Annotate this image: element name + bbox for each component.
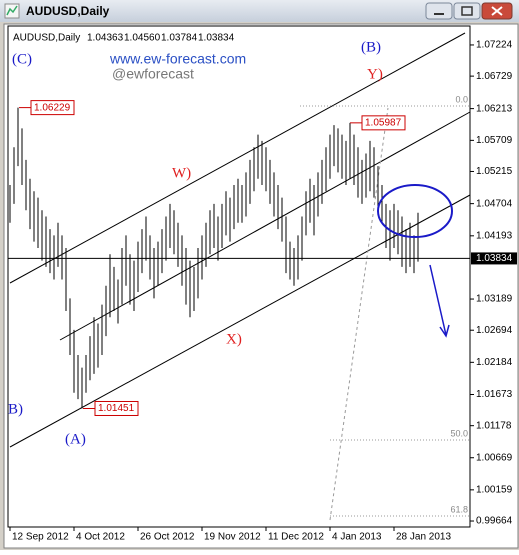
x-tick-label: 26 Oct 2012 [140, 532, 195, 543]
watermark-url: www.ew-forecast.com [109, 51, 246, 67]
y-tick-label: 1.06729 [476, 71, 513, 82]
y-tick-label: 1.05709 [476, 135, 513, 146]
y-tick-label: 1.01673 [476, 389, 513, 400]
fib-level-label: 50.0 [450, 428, 468, 438]
price-callout-label: 1.05987 [365, 117, 402, 128]
price-callout-box [30, 100, 75, 116]
close-glyph [491, 6, 503, 16]
y-tick-label: 1.05215 [476, 166, 513, 177]
highlight-ellipse [377, 184, 453, 238]
direction-arrow [429, 264, 450, 338]
y-tick-label: 1.06213 [476, 103, 513, 114]
plot: 1.07224 1.06729 1.06213 1.05709 1.05215 1.047… [8, 40, 517, 543]
channel-line [9, 194, 471, 448]
y-tick-label: 1.02694 [476, 325, 513, 336]
last-price-box [471, 252, 517, 265]
maximize-glyph [461, 6, 473, 16]
x-tick-label: 28 Jan 2013 [396, 532, 451, 543]
y-tick-label: 1.04193 [476, 230, 513, 241]
y-tick-label: 1.03189 [476, 294, 513, 305]
wave-label: W) [172, 165, 191, 181]
price-callout-label: 1.01451 [98, 403, 135, 414]
y-tick-label: 1.04704 [476, 198, 513, 209]
wave-label: Y) [367, 66, 383, 82]
wave-label: X) [226, 331, 242, 347]
quote-low: 1.03784 [161, 33, 198, 44]
wave-label: (C) [12, 51, 32, 67]
wave-label: (B) [361, 39, 381, 55]
last-price-label: 1.03834 [476, 253, 513, 264]
y-tick-label: 1.01178 [476, 420, 512, 431]
x-tick-label: 11 Dec 2012 [268, 532, 324, 543]
y-tick-label: 1.02184 [476, 357, 513, 368]
window-buttons[interactable] [425, 2, 513, 20]
x-tick-label: 4 Oct 2012 [76, 532, 125, 543]
wave-label: (A) [65, 431, 86, 447]
y-tick-label: 1.00159 [476, 484, 513, 495]
watermark-handle: @ewforecast [112, 66, 194, 82]
y-tick-label: 1.00669 [476, 452, 513, 463]
quote-high: 1.04560 [124, 33, 161, 44]
fib-level-label: 61.8 [450, 504, 468, 514]
channel-line [9, 32, 466, 284]
minimize-button[interactable] [425, 2, 453, 20]
quote-header: AUDUSD,Daily 1.04363 1.04560 1.03784 1.0… [13, 33, 235, 44]
price-callout-label: 1.06229 [34, 102, 71, 113]
x-tick-label: 12 Sep 2012 [12, 532, 69, 543]
price-callout-box [361, 115, 406, 131]
window-title: AUDUSD,Daily [26, 4, 110, 18]
quote-close: 1.03834 [198, 33, 235, 44]
channel-lines [9, 32, 471, 448]
symbol-label: AUDUSD,Daily [13, 33, 80, 44]
y-tick-label: 1.07224 [476, 40, 513, 51]
y-tick-label: 0.99664 [476, 516, 513, 527]
maximize-button[interactable] [453, 2, 481, 20]
wave-label: B) [8, 401, 23, 417]
plot-frame [7, 25, 471, 528]
x-tick-label: 19 Nov 2012 [204, 532, 261, 543]
channel-line [59, 111, 471, 341]
title-bar [0, 0, 519, 22]
window-icon-glyph [6, 5, 18, 16]
x-tick-label: 4 Jan 2013 [332, 532, 382, 543]
price-callout-box [94, 400, 139, 416]
fib-level-label: 0.0 [455, 94, 468, 104]
quote-open: 1.04363 [87, 33, 124, 44]
